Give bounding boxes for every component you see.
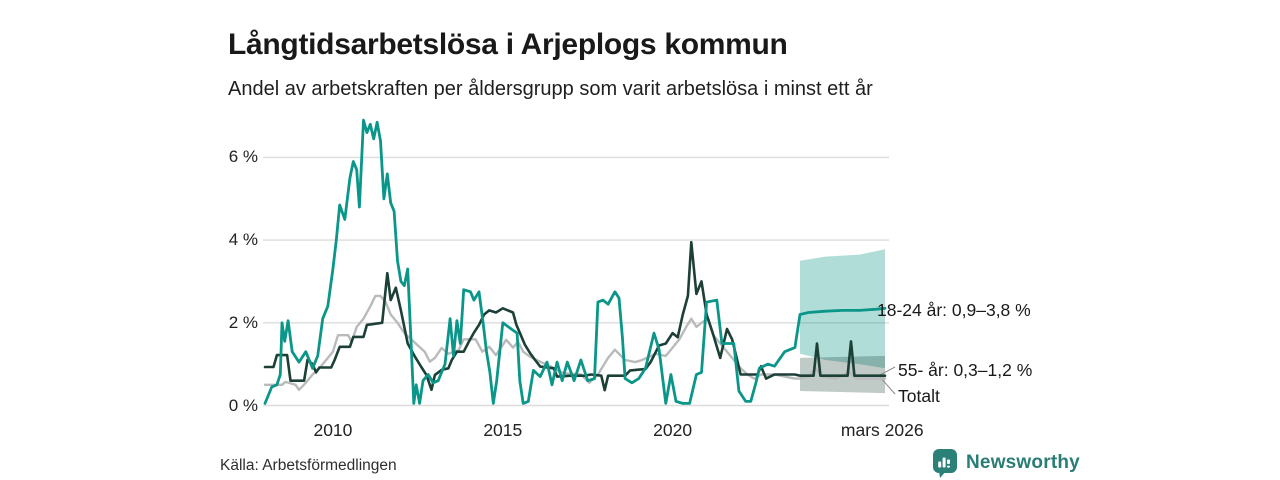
newsworthy-logo[interactable]: Newsworthy — [932, 448, 1080, 478]
line-18-24 år — [263, 118, 887, 405]
label-connector — [879, 366, 896, 376]
x-axis-tick-label: 2010 — [313, 420, 353, 440]
page-subtitle: Andel av arbetskraften per åldersgrupp s… — [228, 78, 873, 100]
forecast-band — [800, 249, 885, 369]
page-title: Långtidsarbetslösa i Arjeplogs kommun — [228, 28, 788, 62]
y-axis-tick-label: 4 % — [228, 230, 258, 250]
x-axis-tick-label: 2015 — [483, 420, 523, 440]
series-label-18-24: 18-24 år: 0,9–3,8 % — [877, 300, 1031, 320]
series-label-55plus: 55- år: 0,3–1,2 % — [898, 360, 1033, 380]
source-credit: Källa: Arbetsförmedlingen — [220, 457, 397, 474]
y-axis-tick-label: 6 % — [228, 147, 258, 167]
x-axis-tick-label: mars 2026 — [840, 420, 924, 440]
series-label-total: Totalt — [898, 386, 940, 406]
newsworthy-wordmark: Newsworthy — [966, 452, 1080, 473]
y-axis-tick-label: 2 % — [228, 312, 258, 332]
x-axis-tick-label: 2020 — [653, 420, 693, 440]
label-connector — [879, 376, 896, 395]
newsworthy-bubble-chart-icon — [933, 449, 957, 478]
y-axis-tick-label: 0 % — [228, 395, 258, 415]
line-55- år — [263, 240, 887, 392]
